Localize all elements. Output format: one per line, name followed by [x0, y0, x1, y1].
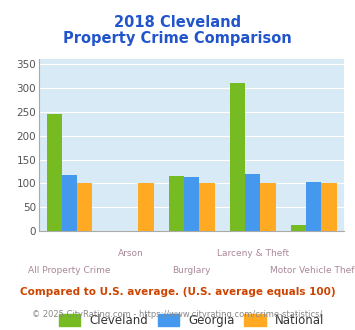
Text: Property Crime Comparison: Property Crime Comparison [63, 31, 292, 46]
Text: Larceny & Theft: Larceny & Theft [217, 249, 289, 258]
Bar [47, 114, 62, 231]
Legend: Cleveland, Georgia, National: Cleveland, Georgia, National [54, 309, 329, 330]
Text: 2018 Cleveland: 2018 Cleveland [114, 15, 241, 30]
Bar [62, 175, 77, 231]
Bar [138, 183, 153, 231]
Bar [245, 174, 261, 231]
Bar [306, 182, 321, 231]
Bar [169, 176, 184, 231]
Text: Burglary: Burglary [173, 266, 211, 275]
Bar [321, 183, 337, 231]
Text: © 2025 CityRating.com - https://www.cityrating.com/crime-statistics/: © 2025 CityRating.com - https://www.city… [32, 310, 323, 319]
Bar [77, 183, 92, 231]
Bar [184, 177, 200, 231]
Bar [291, 225, 306, 231]
Bar [200, 183, 214, 231]
Text: Motor Vehicle Theft: Motor Vehicle Theft [270, 266, 355, 275]
Text: Compared to U.S. average. (U.S. average equals 100): Compared to U.S. average. (U.S. average … [20, 287, 335, 297]
Text: Arson: Arson [118, 249, 143, 258]
Text: All Property Crime: All Property Crime [28, 266, 111, 275]
Bar [261, 183, 275, 231]
Bar [230, 83, 245, 231]
